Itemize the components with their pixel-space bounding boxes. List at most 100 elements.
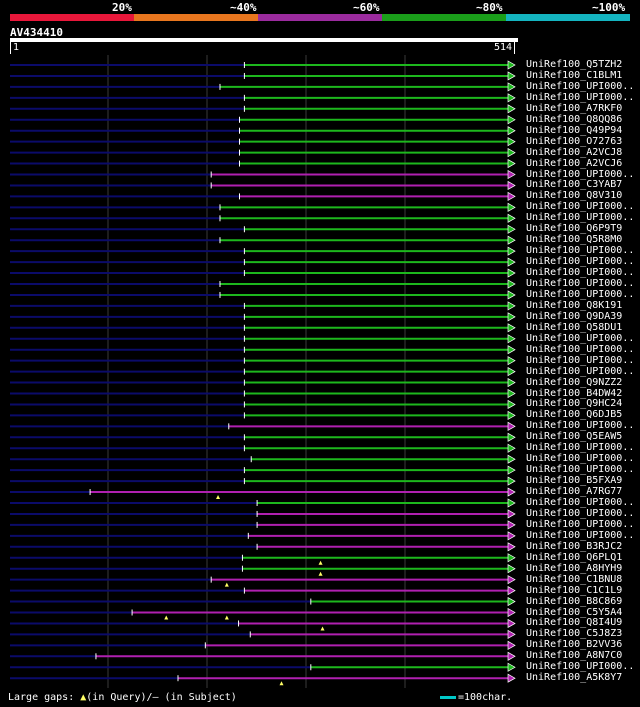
hit-row[interactable]: [10, 366, 516, 377]
hit-label[interactable]: UniRef100_Q9NZZ2: [526, 376, 623, 388]
hit-label[interactable]: UniRef100_C3YAB7: [526, 179, 623, 191]
hit-label[interactable]: UniRef100_B3RJC2: [526, 540, 623, 552]
hit-row[interactable]: [10, 520, 516, 530]
hit-row[interactable]: [10, 301, 516, 311]
hit-label[interactable]: UniRef100_B8C869: [526, 595, 623, 607]
hit-row[interactable]: [10, 509, 516, 519]
hit-row[interactable]: [10, 60, 516, 70]
hit-label[interactable]: UniRef100_UPI000..: [526, 497, 635, 508]
hit-row[interactable]: [10, 399, 516, 410]
hit-label[interactable]: UniRef100_UPI000..: [526, 267, 635, 279]
hit-label[interactable]: UniRef100_UPI000..: [526, 518, 635, 530]
hit-row[interactable]: [10, 575, 516, 585]
hit-row[interactable]: [10, 443, 516, 453]
hit-label[interactable]: UniRef100_C1BLM1: [526, 69, 623, 81]
hit-row[interactable]: [10, 104, 516, 114]
hit-row[interactable]: [10, 312, 516, 322]
hit-label[interactable]: UniRef100_B2VV36: [526, 639, 623, 651]
hit-row[interactable]: [10, 147, 516, 158]
hit-row[interactable]: [10, 356, 516, 366]
hit-row[interactable]: [10, 290, 516, 300]
hit-row[interactable]: [10, 564, 516, 574]
hit-label[interactable]: UniRef100_UPI000..: [526, 661, 635, 673]
hit-label[interactable]: UniRef100_O72763: [526, 135, 623, 147]
hit-row[interactable]: [10, 629, 516, 640]
hit-row[interactable]: [10, 224, 516, 234]
hit-row[interactable]: [10, 268, 516, 278]
hit-row[interactable]: [10, 487, 516, 497]
hit-label[interactable]: UniRef100_C5J8Z3: [526, 628, 623, 640]
hit-label[interactable]: UniRef100_C1C1L9: [526, 584, 623, 596]
hit-label[interactable]: UniRef100_UPI000..: [526, 332, 635, 344]
hit-row[interactable]: [10, 213, 516, 223]
hit-label[interactable]: UniRef100_UPI000..: [526, 278, 635, 289]
hit-row[interactable]: [10, 618, 516, 629]
hit-label[interactable]: UniRef100_UPI000..: [526, 256, 635, 268]
hit-label[interactable]: UniRef100_Q5EAW5: [526, 431, 623, 443]
hit-row[interactable]: [10, 377, 516, 388]
hit-label[interactable]: UniRef100_Q6P9T9: [526, 223, 623, 235]
hit-label[interactable]: UniRef100_Q58DU1: [526, 321, 623, 333]
hit-row[interactable]: [10, 323, 516, 333]
hit-label[interactable]: UniRef100_Q8K191: [526, 299, 623, 311]
hit-label[interactable]: UniRef100_A7RG77: [526, 486, 623, 498]
hit-row[interactable]: [10, 388, 516, 399]
hit-label[interactable]: UniRef100_UPI000..: [526, 245, 635, 257]
hit-label[interactable]: UniRef100_B4DW42: [526, 387, 623, 399]
hit-label[interactable]: UniRef100_Q9HC24: [526, 398, 623, 410]
hit-label[interactable]: UniRef100_UPI000..: [526, 201, 635, 213]
hit-row[interactable]: [10, 180, 516, 191]
hit-row[interactable]: [10, 71, 516, 81]
hit-row[interactable]: [10, 465, 516, 475]
hit-row[interactable]: [10, 454, 516, 464]
hit-row[interactable]: [10, 607, 516, 618]
hit-row[interactable]: [10, 279, 516, 289]
hit-label[interactable]: UniRef100_A8N7C0: [526, 650, 623, 662]
hit-label[interactable]: UniRef100_Q8V310: [526, 190, 623, 202]
hit-label[interactable]: UniRef100_UPI000..: [526, 343, 635, 355]
hit-row[interactable]: [10, 158, 516, 169]
hit-label[interactable]: UniRef100_B5FXA9: [526, 475, 623, 487]
hit-row[interactable]: [10, 662, 516, 672]
hit-label[interactable]: UniRef100_UPI000..: [526, 365, 635, 377]
hit-label[interactable]: UniRef100_UPI000..: [526, 420, 635, 432]
hit-label[interactable]: UniRef100_C5Y5A4: [526, 606, 623, 618]
hit-row[interactable]: [10, 498, 516, 508]
hit-row[interactable]: [10, 345, 516, 355]
hit-row[interactable]: [10, 410, 516, 421]
hit-label[interactable]: UniRef100_UPI000..: [526, 442, 635, 454]
hit-label[interactable]: UniRef100_Q5TZH2: [526, 59, 623, 70]
hit-row[interactable]: [10, 596, 516, 607]
hit-label[interactable]: UniRef100_Q8I4U9: [526, 617, 623, 629]
hit-label[interactable]: UniRef100_UPI000..: [526, 168, 635, 180]
hit-row[interactable]: [10, 169, 516, 180]
hit-label[interactable]: UniRef100_UPI000..: [526, 212, 635, 224]
hit-label[interactable]: UniRef100_A5K8Y7: [526, 672, 623, 684]
hit-label[interactable]: UniRef100_UPI000..: [526, 288, 635, 300]
hit-row[interactable]: [10, 115, 516, 125]
hit-row[interactable]: [10, 553, 516, 563]
hit-label[interactable]: UniRef100_UPI000..: [526, 529, 635, 541]
hit-row[interactable]: [10, 542, 516, 552]
hit-row[interactable]: [10, 235, 516, 245]
hit-label[interactable]: UniRef100_A2VCJ6: [526, 157, 623, 169]
hit-label[interactable]: UniRef100_A8HYH9: [526, 562, 623, 574]
hit-row[interactable]: [10, 191, 516, 202]
hit-row[interactable]: [10, 257, 516, 267]
hit-label[interactable]: UniRef100_C1BNU8: [526, 573, 623, 585]
hit-row[interactable]: [10, 246, 516, 256]
hit-row[interactable]: [10, 82, 516, 92]
hit-label[interactable]: UniRef100_Q6PLQ1: [526, 551, 623, 563]
hit-row[interactable]: [10, 137, 516, 147]
hit-label[interactable]: UniRef100_Q8QQ86: [526, 113, 623, 125]
hit-row[interactable]: [10, 432, 516, 442]
hit-row[interactable]: [10, 93, 516, 103]
hit-label[interactable]: UniRef100_UPI000..: [526, 507, 635, 519]
hit-row[interactable]: [10, 640, 516, 650]
hit-label[interactable]: UniRef100_Q9DA39: [526, 310, 623, 322]
hit-row[interactable]: [10, 421, 516, 431]
hit-row[interactable]: [10, 531, 516, 541]
hit-label[interactable]: UniRef100_UPI000..: [526, 354, 635, 366]
hit-label[interactable]: UniRef100_A7RKF0: [526, 102, 623, 114]
hit-row[interactable]: [10, 334, 516, 344]
